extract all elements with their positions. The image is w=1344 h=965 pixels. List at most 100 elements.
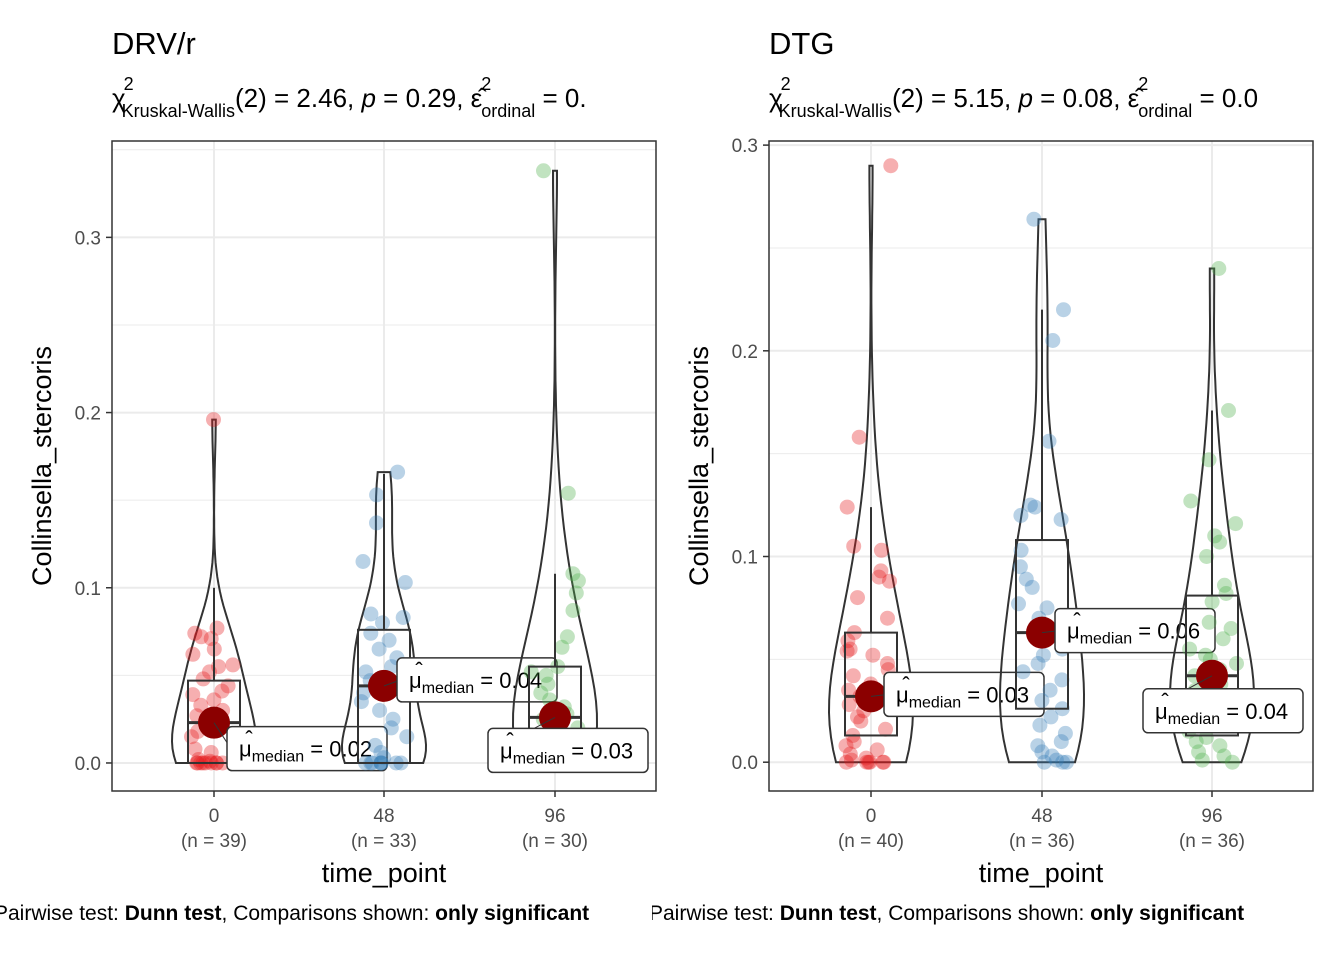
- subtitle-text: χ2 Kruskal-Wallis(2) = 2.46, p = 0.29, ε̂…: [112, 74, 587, 121]
- data-point: [850, 709, 865, 725]
- data-point: [385, 711, 401, 727]
- data-point: [1199, 549, 1215, 564]
- median-label-sub: median: [422, 680, 474, 697]
- data-point: [399, 729, 415, 745]
- data-point: [859, 754, 875, 770]
- violin-0: [170, 418, 258, 764]
- data-point: [841, 697, 857, 713]
- y-tick-label: 0.0: [732, 753, 758, 774]
- data-point: [1194, 752, 1210, 768]
- group-0: ̂μmedian = 0.02: [170, 412, 388, 772]
- subtitle-eff-value: = 0.: [535, 83, 586, 113]
- data-point: [523, 664, 539, 680]
- data-point: [838, 738, 854, 754]
- data-point: [842, 746, 858, 762]
- data-point: [1011, 596, 1026, 612]
- data-point: [1048, 752, 1064, 768]
- data-point: [880, 656, 895, 671]
- data-point: [1228, 516, 1244, 532]
- group-48: ̂μmedian = 0.04: [340, 464, 558, 771]
- data-point: [1204, 594, 1220, 610]
- data-point: [397, 575, 413, 590]
- panel-drv-r: DRV/rχ2 Kruskal-Wallis(2) = 2.46, p = 0.2…: [0, 26, 657, 925]
- data-point: [225, 657, 241, 673]
- data-point: [838, 754, 854, 770]
- data-point: [367, 737, 383, 753]
- median-label-mu: μ: [239, 737, 252, 762]
- x-tick-n-label: (n = 40): [838, 831, 904, 852]
- data-point: [873, 563, 889, 579]
- median-label: ̂μmedian = 0.04: [1155, 693, 1288, 728]
- subtitle-p-value: = 0.29,: [376, 83, 471, 113]
- data-point: [1053, 734, 1069, 750]
- data-point: [1215, 631, 1231, 647]
- data-point: [1030, 656, 1046, 671]
- data-point: [565, 603, 581, 618]
- x-tick-n-label: (n = 39): [181, 831, 247, 852]
- data-point: [1026, 211, 1042, 227]
- data-point: [1041, 433, 1057, 449]
- median-label-sub: median: [909, 694, 961, 711]
- data-point: [865, 647, 881, 663]
- caption-middle: , Comparisons shown:: [222, 902, 436, 925]
- x-tick-label: 96: [544, 806, 565, 827]
- data-point: [372, 702, 388, 718]
- subtitle-eps-sup: 2: [1138, 74, 1148, 94]
- data-point: [1015, 664, 1031, 680]
- caption-group: Pairwise test: Dunn test, Comparisons sh…: [0, 902, 589, 925]
- median-label-box: [1054, 607, 1216, 654]
- data-point: [375, 615, 390, 631]
- y-tick-label: 0.2: [75, 404, 101, 425]
- subtitle-stat: (2) = 5.15,: [892, 83, 1018, 113]
- data-point: [383, 720, 399, 736]
- data-point: [193, 697, 209, 713]
- x-tick-n-label: (n = 33): [351, 831, 417, 852]
- caption-prefix: Pairwise test:: [0, 902, 125, 925]
- median-label-box: [487, 727, 649, 774]
- violin-48: [998, 218, 1086, 764]
- data-point: [845, 668, 861, 684]
- y-axis-title: Collinsella_stercoris: [27, 346, 57, 586]
- data-point: [373, 745, 389, 760]
- data-point: [1018, 571, 1034, 587]
- data-point: [1212, 738, 1228, 754]
- subtitle-chi: χ: [769, 83, 783, 113]
- data-point: [355, 554, 371, 569]
- data-point: [1198, 730, 1214, 745]
- data-point: [1039, 600, 1055, 616]
- caption: Pairwise test: Dunn test, Comparisons sh…: [649, 902, 1244, 925]
- median-label-mu: μ: [1067, 619, 1080, 644]
- group-0: ̂μmedian = 0.03: [827, 158, 1045, 770]
- data-point: [1201, 452, 1217, 468]
- data-point: [1045, 333, 1061, 348]
- data-point: [570, 573, 586, 589]
- data-point: [1035, 647, 1051, 663]
- median-label-value: = 0.04: [1220, 699, 1288, 724]
- data-point: [1022, 497, 1038, 513]
- caption: Pairwise test: Dunn test, Comparisons sh…: [0, 902, 589, 925]
- data-point: [1218, 586, 1234, 601]
- data-point: [1182, 641, 1198, 657]
- data-point: [185, 646, 201, 662]
- x-tick-label: 48: [1031, 806, 1052, 827]
- data-point: [214, 683, 230, 699]
- caption-test: Dunn test: [780, 902, 877, 925]
- median-label-sub: median: [252, 749, 304, 766]
- data-point: [1201, 614, 1217, 630]
- data-point: [1044, 748, 1060, 764]
- data-point: [846, 734, 862, 750]
- data-point: [1036, 754, 1052, 770]
- plot-border: [768, 140, 1314, 792]
- y-tick-label: 0.2: [732, 342, 758, 363]
- data-point: [395, 610, 411, 625]
- data-point: [195, 671, 211, 687]
- caption-shown: only significant: [1090, 902, 1244, 925]
- violin-0: [827, 164, 915, 764]
- median-label-box: [1142, 688, 1304, 734]
- data-point: [1229, 656, 1244, 671]
- data-point: [858, 750, 874, 766]
- data-point: [1212, 534, 1228, 550]
- y-tick-label: 0.3: [732, 136, 758, 157]
- data-point: [533, 685, 549, 701]
- data-point: [1055, 754, 1071, 770]
